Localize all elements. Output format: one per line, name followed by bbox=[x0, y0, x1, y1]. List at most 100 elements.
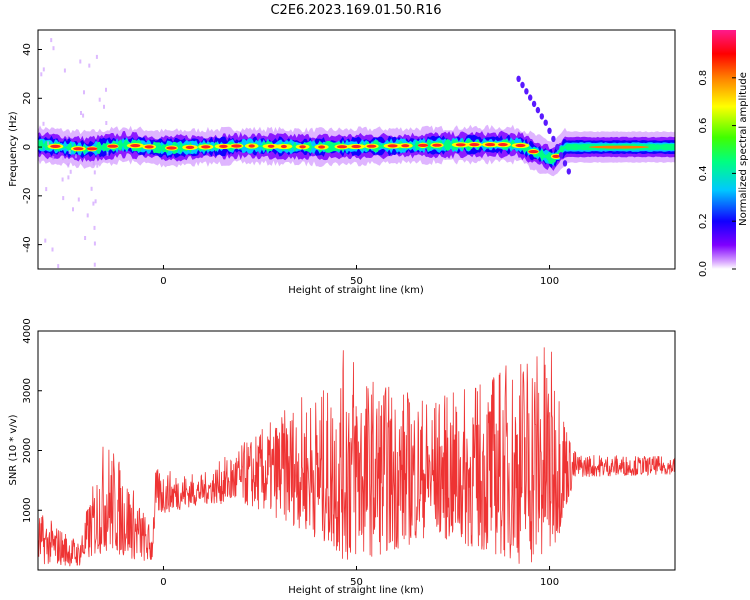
spectrogram-peak-red-26 bbox=[498, 143, 508, 147]
colorbar-tick-label-2: 0.4 bbox=[698, 165, 709, 181]
colorbar: 0.0 0.2 0.4 0.6 0.8 Normalized spectral ampl… bbox=[698, 30, 749, 277]
spectrogram-streak-13 bbox=[566, 168, 571, 175]
snr-chart: 0 50 100 1000 2000 3000 4000 Height of straig… bbox=[8, 318, 676, 596]
snr-x-tick-label-1: 50 bbox=[350, 577, 363, 588]
spectrogram-peak-red-8 bbox=[201, 145, 211, 149]
spectrogram-speckle-37 bbox=[62, 156, 64, 161]
spectrogram-peak-red-15 bbox=[318, 145, 326, 149]
figure-title: C2E6.2023.169.01.50.R16 bbox=[270, 3, 441, 18]
spectrogram-streak-9 bbox=[551, 135, 556, 143]
spectrogram-peak-red-7 bbox=[185, 145, 195, 149]
spectrogram-speckle-6 bbox=[84, 236, 87, 240]
spectrogram-speckle-44 bbox=[52, 46, 55, 51]
spectrogram-peak-red-2 bbox=[86, 147, 98, 151]
spectrogram-peak-red-5 bbox=[144, 145, 154, 149]
spectrogram-peak-red-27 bbox=[515, 143, 526, 148]
spectrogram-peak-red-13 bbox=[280, 144, 287, 149]
spectrogram-speckle-18 bbox=[88, 63, 91, 68]
spectrogram-speckle-42 bbox=[93, 170, 96, 175]
spectrogram-speckle-19 bbox=[44, 238, 47, 243]
snr-y-tick-label-1: 2000 bbox=[22, 438, 33, 463]
colorbar-ticks: 0.0 0.2 0.4 0.6 0.8 bbox=[698, 70, 736, 277]
spectrogram-x-tick-label-1: 50 bbox=[350, 276, 363, 287]
spectrogram-peak-red-20 bbox=[401, 144, 410, 148]
spectrogram-speckle-22 bbox=[57, 264, 60, 269]
snr-y-axis: 1000 2000 3000 4000 bbox=[22, 318, 42, 523]
spectrogram-speckle-36 bbox=[94, 199, 97, 204]
spectrogram-peak-red-21 bbox=[417, 143, 429, 147]
spectrogram-peak-red-25 bbox=[485, 143, 496, 147]
spectrogram-speckle-43 bbox=[67, 163, 70, 168]
spectrogram-speckle-25 bbox=[86, 213, 89, 218]
spectrogram-speckle-15 bbox=[93, 241, 96, 246]
spectrogram-peak-red-4 bbox=[130, 144, 141, 148]
spectrogram-speckle-24 bbox=[105, 87, 107, 92]
colorbar-gradient bbox=[712, 30, 736, 269]
snr-y-tick-label-3: 4000 bbox=[22, 318, 33, 343]
colorbar-tick-label-1: 0.2 bbox=[698, 213, 709, 229]
spectrogram-speckle-1 bbox=[93, 225, 96, 230]
spectrogram-y-tick-label-3: 20 bbox=[22, 92, 33, 105]
spectrogram-x-tick-label-0: 0 bbox=[160, 276, 166, 287]
spectrogram-speckle-32 bbox=[51, 247, 54, 252]
colorbar-tick-label-3: 0.6 bbox=[698, 118, 709, 134]
snr-y-axis-label: SNR (10 * v/v) bbox=[8, 414, 19, 485]
spectrogram-streak-4 bbox=[531, 100, 537, 108]
spectrogram-speckle-17 bbox=[63, 68, 66, 73]
spectrogram-y-tick-label-1: -20 bbox=[22, 188, 33, 204]
spectrogram-speckle-28 bbox=[42, 121, 45, 126]
spectrogram-speckle-11 bbox=[103, 104, 105, 109]
snr-x-tick-label-2: 100 bbox=[540, 577, 559, 588]
spectrogram-speckle-7 bbox=[90, 186, 93, 191]
spectrogram-peak-red-10 bbox=[231, 144, 242, 148]
spectrogram-speckle-14 bbox=[67, 175, 70, 180]
spectrogram-speckle-29 bbox=[68, 150, 71, 154]
spectrogram-x-axis: 0 50 100 bbox=[160, 265, 559, 287]
spectrogram-speckle-26 bbox=[79, 59, 82, 64]
spectrogram-peak-red-1 bbox=[73, 147, 84, 151]
spectrogram-x-tick-label-2: 100 bbox=[540, 276, 559, 287]
spectrogram-marks bbox=[38, 38, 675, 269]
spectrogram-peak-red-29 bbox=[552, 154, 560, 158]
colorbar-tick-label-4: 0.8 bbox=[698, 70, 709, 86]
spectrogram-speckle-38 bbox=[77, 197, 80, 202]
spectrogram-y-tick-label-2: 0 bbox=[22, 144, 33, 150]
spectrogram-peak-red-19 bbox=[387, 144, 398, 148]
spectrogram-speckle-20 bbox=[62, 196, 65, 201]
spectrogram-speckle-33 bbox=[61, 177, 64, 182]
spectrogram-streak-11 bbox=[558, 152, 564, 159]
spectrogram-speckle-5 bbox=[47, 141, 50, 146]
spectrogram-speckle-10 bbox=[52, 156, 55, 161]
spectrogram-speckle-23 bbox=[82, 113, 85, 118]
spectrogram-x-axis-label: Height of straight line (km) bbox=[288, 285, 424, 296]
spectrogram-y-axis: -40 -20 0 20 40 bbox=[22, 43, 42, 253]
spectrogram-speckle-35 bbox=[92, 201, 95, 206]
spectrogram-speckle-4 bbox=[66, 135, 69, 139]
spectrogram-speckle-41 bbox=[42, 67, 45, 72]
spectrogram-streak-1 bbox=[520, 81, 525, 89]
spectrogram-peak-red-6 bbox=[166, 146, 177, 150]
spectrogram-tail-peak bbox=[589, 145, 649, 149]
snr-x-axis: 0 50 100 bbox=[160, 566, 559, 588]
spectrogram-speckle-2 bbox=[69, 169, 72, 174]
spectrogram-y-axis-label: Frequency (Hz) bbox=[8, 111, 19, 187]
spectrogram-streak-7 bbox=[543, 119, 548, 126]
spectrogram-speckle-27 bbox=[106, 151, 109, 156]
spectrogram-peak-red-9 bbox=[219, 144, 228, 148]
snr-x-axis-label: Height of straight line (km) bbox=[288, 585, 424, 596]
spectrogram-speckle-8 bbox=[83, 90, 85, 95]
colorbar-label: Normalized spectral amplitude bbox=[738, 72, 749, 226]
spectrogram-streak-6 bbox=[539, 113, 544, 120]
spectrogram-streak-5 bbox=[535, 106, 541, 114]
spectrogram-peak-red-0 bbox=[50, 144, 61, 148]
spectrogram-peak-red-24 bbox=[469, 143, 480, 147]
spectrogram-speckle-34 bbox=[72, 207, 74, 212]
spectrogram-chart: 0 50 100 -40 -20 0 20 40 Height of straight li… bbox=[8, 29, 676, 296]
spectrogram-streak-10 bbox=[555, 143, 560, 151]
spectrogram-peak-red-14 bbox=[299, 145, 306, 149]
spectrogram-streak-8 bbox=[547, 127, 552, 134]
spectrogram-peak-red-3 bbox=[107, 144, 119, 148]
spectrogram-peak-red-17 bbox=[351, 144, 362, 149]
spectrogram-speckle-40 bbox=[96, 163, 99, 168]
